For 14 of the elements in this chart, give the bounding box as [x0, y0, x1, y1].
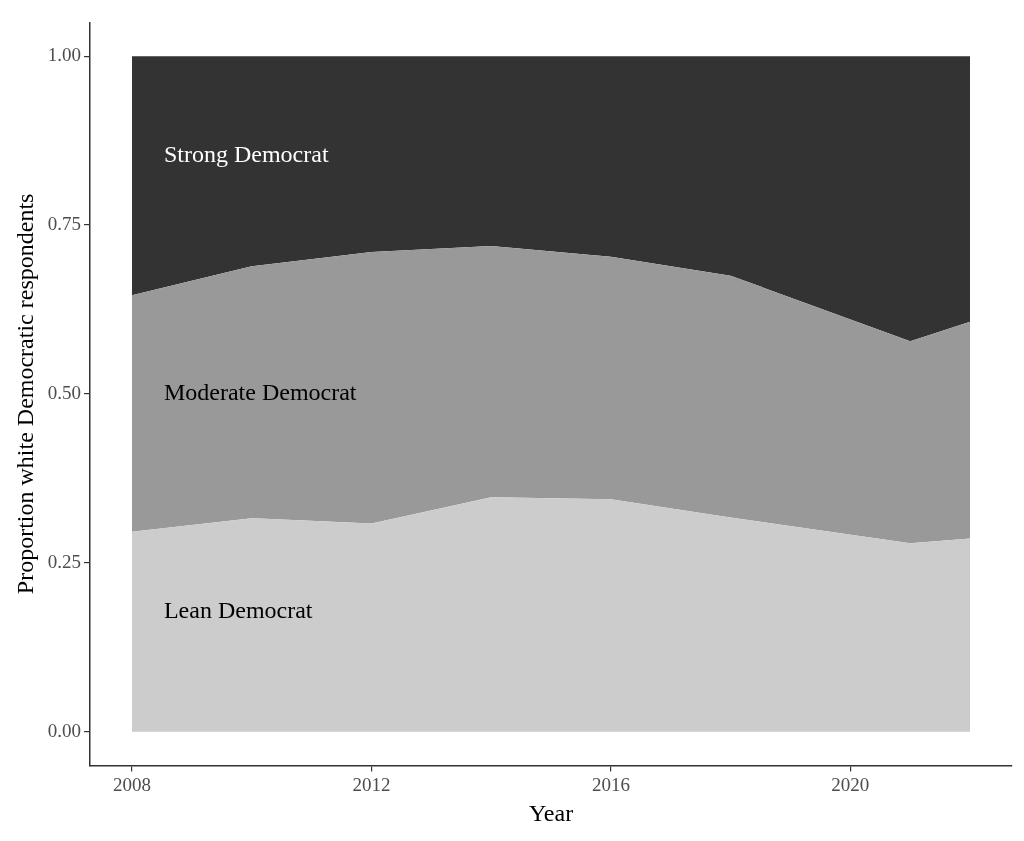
series-label: Strong Democrat	[163, 141, 329, 168]
series-label: Moderate Democrat	[163, 378, 357, 405]
x-tick-label: 2016	[591, 773, 630, 795]
y-tick-label: 0.25	[47, 550, 82, 572]
y-tick-label: 0.00	[47, 719, 82, 741]
y-axis-title: Proportion white Democratic respondents	[11, 193, 38, 595]
x-tick-label: 2012	[352, 773, 391, 795]
y-tick-label: 0.75	[47, 213, 82, 235]
y-tick-label: 1.00	[47, 44, 82, 66]
series-label: Lean Democrat	[163, 596, 313, 623]
x-tick-label: 2008	[112, 773, 151, 795]
x-axis-title: Year	[528, 799, 574, 826]
x-tick-label: 2020	[831, 773, 870, 795]
y-tick-label: 0.50	[47, 381, 82, 403]
